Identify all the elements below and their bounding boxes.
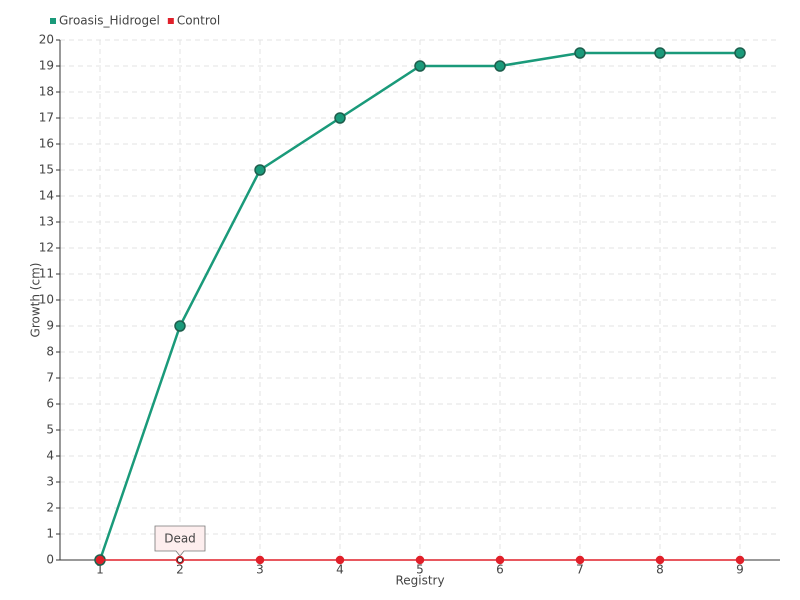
data-point [495, 555, 505, 565]
y-tick-label: 6 [46, 397, 54, 411]
data-point [335, 555, 345, 565]
data-point [414, 60, 426, 72]
y-tick-label: 1 [46, 527, 54, 541]
data-point [415, 555, 425, 565]
x-tick-label: 7 [576, 563, 584, 577]
data-point [334, 112, 346, 124]
annotation-box [154, 525, 206, 557]
x-tick-label: 8 [656, 563, 664, 577]
y-tick-label: 14 [39, 189, 54, 203]
x-tick-label: 4 [336, 563, 344, 577]
y-tick-label: 0 [46, 553, 54, 567]
y-tick-label: 7 [46, 371, 54, 385]
x-tick-label: 2 [176, 563, 184, 577]
y-tick-label: 11 [39, 267, 54, 281]
y-tick-label: 5 [46, 423, 54, 437]
y-tick-label: 4 [46, 449, 54, 463]
data-point [174, 320, 186, 332]
y-tick-label: 2 [46, 501, 54, 515]
legend-label: Control [177, 14, 220, 28]
x-axis-label: Registry [395, 574, 444, 588]
y-tick-label: 20 [39, 33, 54, 47]
annotation-point [177, 557, 183, 563]
legend-swatch [50, 18, 56, 24]
x-tick-label: 1 [96, 563, 104, 577]
data-point [734, 47, 746, 59]
y-tick-label: 18 [39, 85, 54, 99]
x-tick-label: 9 [736, 563, 744, 577]
y-tick-label: 10 [39, 293, 54, 307]
data-point [575, 555, 585, 565]
data-point [654, 47, 666, 59]
y-tick-label: 8 [46, 345, 54, 359]
data-point [735, 555, 745, 565]
y-tick-label: 19 [39, 59, 54, 73]
data-point [254, 164, 266, 176]
y-axis-label: Growth (cm) [29, 263, 43, 338]
y-tick-label: 16 [39, 137, 54, 151]
legend-label: Groasis_Hidrogel [59, 14, 160, 28]
y-tick-label: 13 [39, 215, 54, 229]
y-tick-label: 9 [46, 319, 54, 333]
data-point [655, 555, 665, 565]
data-point [95, 555, 105, 565]
x-tick-label: 5 [416, 563, 424, 577]
data-point [494, 60, 506, 72]
data-point [574, 47, 586, 59]
y-tick-label: 3 [46, 475, 54, 489]
x-tick-label: 3 [256, 563, 264, 577]
x-tick-label: 6 [496, 563, 504, 577]
legend-swatch [167, 18, 174, 24]
y-tick-label: 17 [39, 111, 54, 125]
annotation-text: Dead [164, 532, 196, 546]
data-point [255, 555, 265, 565]
y-tick-label: 12 [39, 241, 54, 255]
y-tick-label: 15 [39, 163, 54, 177]
